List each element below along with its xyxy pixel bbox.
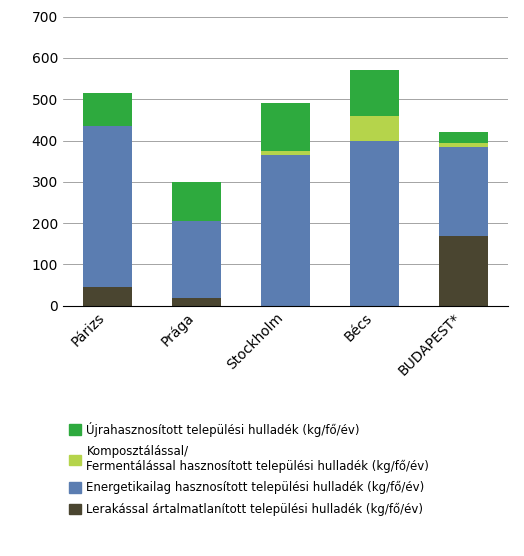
Bar [83, 287, 132, 306]
Bar [261, 151, 310, 155]
Bar [83, 93, 132, 126]
Legend: Újrahasznosított települési hulladék (kg/fő/év), Komposztálással/
Fermentálással: Újrahasznosított települési hulladék (kg… [69, 421, 429, 516]
Bar [261, 155, 310, 306]
Bar [261, 103, 310, 151]
Bar [439, 132, 488, 143]
Bar [439, 147, 488, 236]
Bar [350, 141, 399, 306]
Bar [172, 182, 221, 221]
Bar [350, 71, 399, 116]
Bar [439, 143, 488, 147]
Bar [350, 116, 399, 141]
Bar [83, 126, 132, 287]
Bar [439, 236, 488, 306]
Bar [172, 221, 221, 297]
Bar [172, 297, 221, 306]
